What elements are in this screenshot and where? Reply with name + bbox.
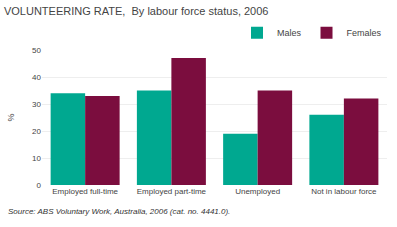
svg-text:Employed part-time: Employed part-time [137, 187, 207, 196]
svg-text:%: % [6, 113, 16, 121]
svg-text:Employed full-time: Employed full-time [52, 187, 118, 196]
svg-text:Females: Females [347, 28, 382, 38]
svg-text:Source: ABS Voluntary Work, Au: Source: ABS Voluntary Work, Australia, 2… [8, 207, 230, 216]
svg-text:0: 0 [37, 181, 42, 190]
svg-text:30: 30 [32, 100, 41, 109]
svg-text:Unemployed: Unemployed [235, 187, 280, 196]
svg-text:20: 20 [32, 127, 41, 136]
svg-text:40: 40 [32, 73, 41, 82]
svg-text:VOLUNTEERING RATE, By labour: VOLUNTEERING RATE, By labour force statu… [4, 5, 269, 17]
svg-text:50: 50 [32, 46, 41, 55]
svg-text:Males: Males [277, 28, 302, 38]
svg-text:Not in labour force: Not in labour force [311, 187, 377, 196]
svg-text:10: 10 [32, 154, 41, 163]
